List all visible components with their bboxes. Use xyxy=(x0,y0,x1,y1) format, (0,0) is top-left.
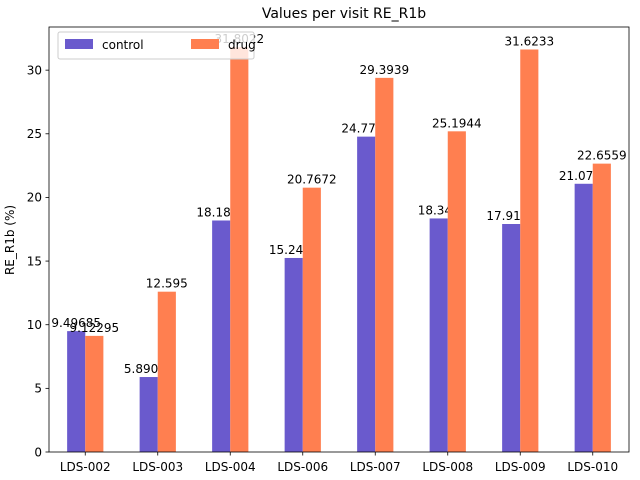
bar-control-LDS-010 xyxy=(574,183,593,452)
data-label-drug-LDS-008: 25.1944 xyxy=(432,116,482,130)
legend-swatch-control xyxy=(65,39,93,49)
legend-swatch-drug xyxy=(191,39,219,49)
bar-drug-LDS-002 xyxy=(85,335,104,452)
y-tick-label: 20 xyxy=(27,191,42,205)
legend-label-drug: drug xyxy=(228,38,256,52)
bar-drug-LDS-010 xyxy=(592,163,611,452)
bar-drug-LDS-007 xyxy=(375,77,394,453)
x-tick-label: LDS-009 xyxy=(495,460,546,474)
bar-control-LDS-009 xyxy=(502,224,521,452)
data-label-drug-LDS-010: 22.6559 xyxy=(577,149,627,163)
x-tick-label: LDS-003 xyxy=(132,460,183,474)
bar-drug-LDS-004 xyxy=(230,47,249,453)
x-tick-label: LDS-006 xyxy=(277,460,328,474)
legend-label-control: control xyxy=(102,38,144,52)
y-tick-label: 15 xyxy=(27,254,42,268)
x-tick-label: LDS-002 xyxy=(60,460,111,474)
data-label-drug-LDS-006: 20.7672 xyxy=(287,173,337,187)
bar-drug-LDS-008 xyxy=(447,131,466,452)
axes-frame: 0 5 10 15 20 25 30 LDS-002 LDS-003 LDS-004 LDS-006… xyxy=(27,26,630,474)
data-label-drug-LDS-009: 31.6233 xyxy=(504,34,554,48)
bar-control-LDS-008 xyxy=(429,218,448,452)
x-tick-label: LDS-010 xyxy=(567,460,618,474)
y-axis-label: RE_R1b (%) xyxy=(3,205,17,275)
legend: control drug xyxy=(57,31,256,60)
plot-frame xyxy=(48,26,630,453)
bar-control-LDS-002 xyxy=(67,331,86,452)
y-tick-label: 30 xyxy=(27,63,42,77)
data-label-control-LDS-002: 9.49685 xyxy=(51,316,101,330)
bar-drug-LDS-009 xyxy=(520,49,539,453)
data-label-drug-LDS-003: 12.595 xyxy=(146,277,188,291)
chart-title: Values per visit RE_R1b xyxy=(262,6,426,22)
data-label-drug-LDS-002: 9.12295 xyxy=(69,321,119,335)
plot-area: 9.496855.8900218.188615.243624.776818.34… xyxy=(51,32,627,453)
legend-box xyxy=(57,31,255,60)
bar-control-LDS-003 xyxy=(139,377,158,452)
x-tick-label: LDS-004 xyxy=(205,460,256,474)
x-tick-label: LDS-007 xyxy=(350,460,401,474)
y-tick-label: 5 xyxy=(34,382,42,396)
data-label-drug-LDS-007: 29.3939 xyxy=(359,63,409,77)
x-tick-label: LDS-008 xyxy=(422,460,473,474)
bar-drug-LDS-003 xyxy=(157,291,176,452)
y-tick-label: 25 xyxy=(27,127,42,141)
bar-control-LDS-006 xyxy=(284,257,303,452)
y-tick-label: 10 xyxy=(27,318,42,332)
y-tick-label: 0 xyxy=(34,445,42,459)
bar-drug-LDS-006 xyxy=(302,187,321,453)
bar-control-LDS-007 xyxy=(357,136,376,452)
bar-control-LDS-004 xyxy=(212,220,231,452)
